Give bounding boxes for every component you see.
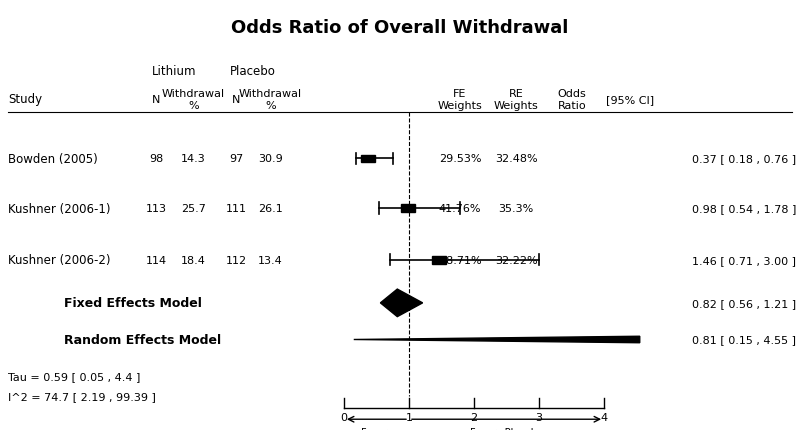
Text: 29.53%: 29.53% bbox=[438, 154, 482, 164]
Text: 26.1: 26.1 bbox=[258, 203, 282, 214]
Text: Bowden (2005): Bowden (2005) bbox=[8, 153, 98, 166]
Text: 32.22%: 32.22% bbox=[494, 255, 538, 265]
Text: 35.3%: 35.3% bbox=[498, 203, 534, 214]
Text: N: N bbox=[152, 95, 160, 105]
Text: FE
Weights: FE Weights bbox=[438, 89, 482, 111]
Polygon shape bbox=[381, 289, 422, 317]
Text: Favors Placebo: Favors Placebo bbox=[470, 427, 543, 430]
Text: N: N bbox=[232, 95, 240, 105]
Text: Withdrawal
%: Withdrawal % bbox=[162, 89, 225, 111]
Text: Kushner (2006-2): Kushner (2006-2) bbox=[8, 254, 110, 267]
Text: 28.71%: 28.71% bbox=[438, 255, 482, 265]
Text: Odds
Ratio: Odds Ratio bbox=[558, 89, 586, 111]
Text: 4: 4 bbox=[601, 412, 607, 422]
Text: Kushner (2006-1): Kushner (2006-1) bbox=[8, 202, 110, 215]
Text: 0.81 [ 0.15 , 4.55 ]: 0.81 [ 0.15 , 4.55 ] bbox=[692, 335, 796, 345]
Text: 18.4: 18.4 bbox=[181, 255, 206, 265]
Text: Random Effects Model: Random Effects Model bbox=[64, 333, 221, 346]
Text: 0: 0 bbox=[341, 412, 347, 422]
Text: Favors
Treatment: Favors Treatment bbox=[352, 427, 402, 430]
Text: 113: 113 bbox=[146, 203, 166, 214]
Text: 1: 1 bbox=[406, 412, 413, 422]
Text: Placebo: Placebo bbox=[230, 64, 276, 77]
Text: 98: 98 bbox=[149, 154, 163, 164]
Text: 1.46 [ 0.71 , 3.00 ]: 1.46 [ 0.71 , 3.00 ] bbox=[692, 255, 796, 265]
Text: 25.7: 25.7 bbox=[181, 203, 206, 214]
Polygon shape bbox=[354, 336, 640, 343]
Text: 30.9: 30.9 bbox=[258, 154, 282, 164]
Text: 114: 114 bbox=[146, 255, 166, 265]
Text: Lithium: Lithium bbox=[152, 64, 197, 77]
Text: 97: 97 bbox=[229, 154, 243, 164]
Text: 2: 2 bbox=[470, 412, 478, 422]
Text: 0.37 [ 0.18 , 0.76 ]: 0.37 [ 0.18 , 0.76 ] bbox=[692, 154, 796, 164]
Text: Odds Ratio of Overall Withdrawal: Odds Ratio of Overall Withdrawal bbox=[231, 19, 569, 37]
Text: Study: Study bbox=[8, 93, 42, 106]
Text: 3: 3 bbox=[535, 412, 542, 422]
Text: I^2 = 74.7 [ 2.19 , 99.39 ]: I^2 = 74.7 [ 2.19 , 99.39 ] bbox=[8, 391, 156, 402]
Text: RE
Weights: RE Weights bbox=[494, 89, 538, 111]
Text: 14.3: 14.3 bbox=[182, 154, 206, 164]
Text: Fixed Effects Model: Fixed Effects Model bbox=[64, 297, 202, 310]
Text: 32.48%: 32.48% bbox=[494, 154, 538, 164]
Text: 0.82 [ 0.56 , 1.21 ]: 0.82 [ 0.56 , 1.21 ] bbox=[692, 298, 796, 308]
Text: 111: 111 bbox=[226, 203, 246, 214]
Text: 112: 112 bbox=[226, 255, 246, 265]
Text: 13.4: 13.4 bbox=[258, 255, 282, 265]
Bar bbox=[432, 256, 446, 264]
Text: 0.98 [ 0.54 , 1.78 ]: 0.98 [ 0.54 , 1.78 ] bbox=[692, 203, 796, 214]
Bar bbox=[361, 155, 375, 163]
Bar bbox=[401, 205, 415, 212]
Text: Withdrawal
%: Withdrawal % bbox=[239, 89, 302, 111]
Text: 41.76%: 41.76% bbox=[438, 203, 482, 214]
Text: [95% CI]: [95% CI] bbox=[606, 95, 654, 105]
Text: Tau = 0.59 [ 0.05 , 4.4 ]: Tau = 0.59 [ 0.05 , 4.4 ] bbox=[8, 371, 140, 381]
